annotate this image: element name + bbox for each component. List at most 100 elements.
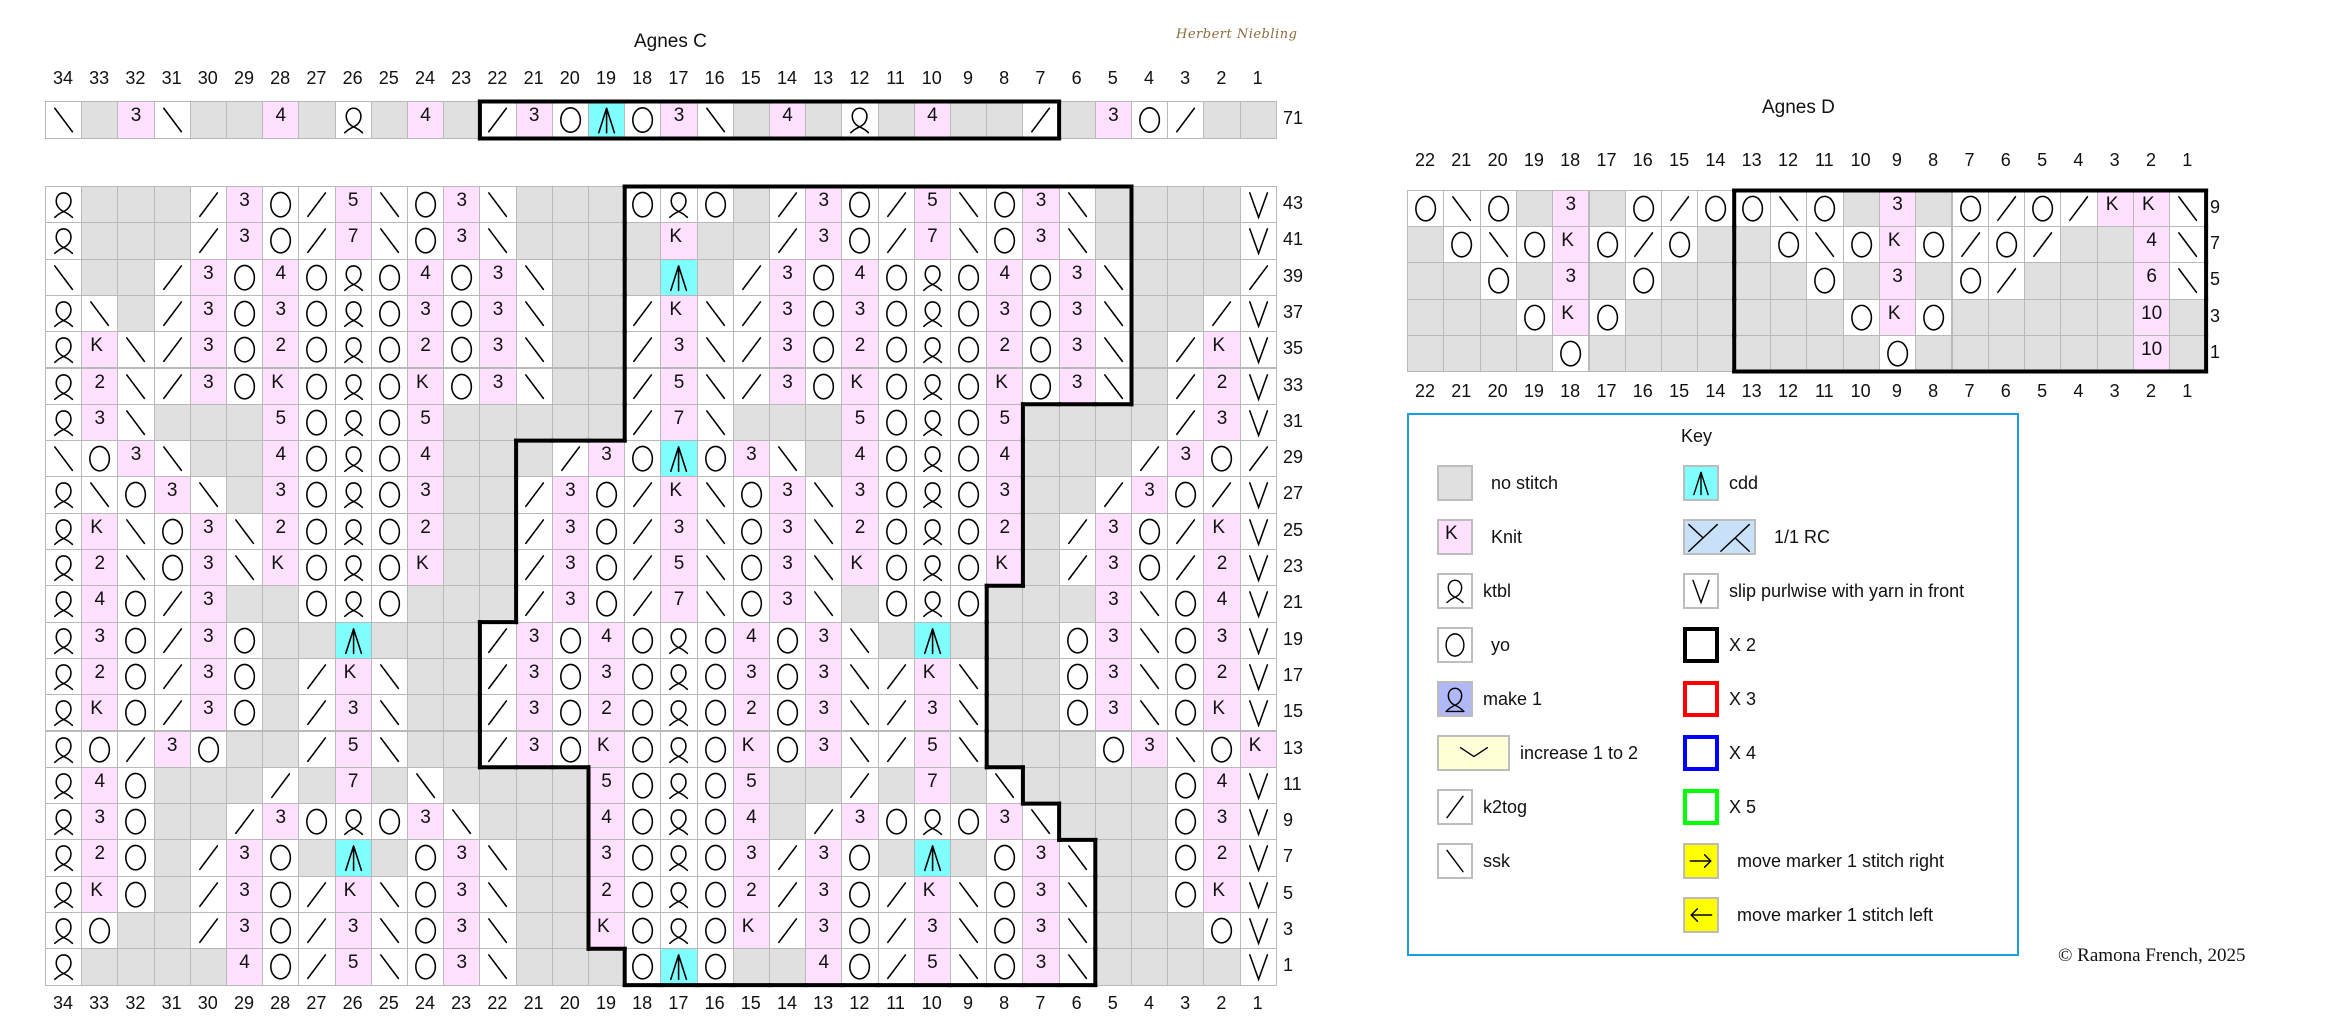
knit-cell: K: [1239, 730, 1277, 768]
knit-count-cell: 3: [226, 912, 264, 950]
yo-cell: [153, 512, 191, 550]
knit-count-cell: 4: [81, 766, 119, 805]
k2tog-cell: [515, 549, 553, 587]
column-number: 2: [2145, 381, 2156, 401]
knit-count-cell: 2: [81, 839, 119, 877]
row-number: 31: [1283, 410, 1304, 431]
no-stitch-cell: [1094, 948, 1132, 986]
yo-cell: [1058, 694, 1096, 732]
k2tog-cell: [515, 512, 553, 550]
no-stitch-cell: [551, 912, 589, 950]
ktbl-cell: [660, 803, 698, 841]
no-stitch-cell: [986, 694, 1024, 732]
yo-cell: [407, 222, 445, 260]
k2tog-cell: [1167, 549, 1205, 587]
yo-cell: [950, 258, 988, 296]
column-number: 4: [2073, 381, 2084, 401]
knit-cell: K: [1203, 331, 1241, 369]
ssk-cell: [1058, 222, 1096, 260]
knit-count-cell: 2: [841, 331, 879, 369]
no-stitch-cell: [479, 803, 517, 841]
yo-cell: [370, 331, 408, 369]
no-stitch-cell: [407, 585, 445, 623]
knit-count-cell: 3: [1131, 730, 1169, 768]
knit-count-cell: 3: [479, 367, 517, 405]
knit-cell: K: [660, 476, 698, 514]
ssk-cell: [515, 258, 553, 296]
no-stitch-cell: [805, 101, 843, 139]
k2tog-cell: [805, 803, 843, 841]
column-number: 5: [2037, 381, 2048, 401]
column-number: 7: [1035, 993, 1046, 1013]
no-stitch-cell: [1733, 226, 1771, 264]
k2tog-cell: [117, 730, 155, 768]
no-stitch-cell: [1588, 262, 1626, 300]
yo-cell: [407, 839, 445, 877]
yo-cell: [986, 839, 1024, 877]
slip-cell: [1239, 694, 1277, 732]
no-stitch-cell: [769, 803, 807, 841]
knit-count-cell: 3: [1058, 294, 1096, 333]
yo-cell: [877, 476, 915, 514]
knit-count-cell: 3: [479, 331, 517, 369]
knit-cell: K: [1203, 512, 1241, 550]
ktbl-cell: [913, 258, 951, 296]
no-stitch-cell: [515, 948, 553, 986]
yo-cell: [1167, 766, 1205, 805]
ssk-cell: [370, 912, 408, 950]
yo-cell: [189, 730, 227, 768]
k2tog-cell: [153, 258, 191, 296]
row-number: 1: [1283, 955, 1294, 976]
no-stitch-cell: [1951, 334, 1989, 372]
yo-cell: [1697, 190, 1735, 228]
yo-cell: [1167, 585, 1205, 623]
no-stitch-cell: [1697, 262, 1735, 300]
ssk-cell: [1094, 367, 1132, 405]
no-stitch-cell: [226, 440, 264, 478]
knit-count-cell: 3: [732, 657, 770, 696]
ssk-cell: [696, 331, 734, 369]
column-number: 31: [161, 68, 182, 88]
no-stitch-cell: [950, 621, 988, 659]
column-number: 16: [1632, 381, 1653, 401]
no-stitch-cell: [1443, 262, 1481, 300]
no-stitch-cell: [1022, 440, 1060, 478]
yo-cell: [805, 258, 843, 296]
knit-count-cell: 3: [805, 912, 843, 950]
column-number: 13: [1741, 150, 1762, 170]
no-stitch-cell: [479, 403, 517, 442]
column-number: 16: [704, 993, 725, 1013]
knit-count-cell: 3: [81, 621, 119, 659]
no-stitch-cell: [1131, 186, 1169, 224]
knit-count-cell: 3: [913, 694, 951, 732]
knit-count-cell: 3: [805, 839, 843, 877]
knit-count-cell: 3: [226, 186, 264, 224]
k2tog-cell: [189, 839, 227, 877]
knit-count-cell: 3: [1058, 258, 1096, 296]
ktbl-cell: [913, 803, 951, 841]
knit-count-cell: 3: [805, 222, 843, 260]
yo-cell: [950, 585, 988, 623]
ssk-cell: [370, 730, 408, 768]
ktbl-cell: [45, 657, 83, 696]
knit-count-cell: 3: [588, 440, 626, 478]
ssk-cell: [2169, 190, 2207, 228]
yo-cell: [877, 331, 915, 369]
ktbl-cell: [660, 657, 698, 696]
ktbl-cell: [45, 694, 83, 732]
yo-cell: [262, 222, 300, 260]
no-stitch-cell: [515, 186, 553, 224]
ssk-cell: [117, 549, 155, 587]
yo-cell: [1167, 875, 1205, 913]
yo-cell: [624, 912, 662, 950]
knit-count-cell: 2: [407, 331, 445, 369]
ktbl-cell: [913, 440, 951, 478]
ssk-cell: [805, 585, 843, 623]
yo-cell: [1515, 298, 1554, 336]
column-number: 32: [125, 68, 146, 88]
yo-cell: [696, 912, 734, 950]
knit-count-cell: 3: [1203, 403, 1241, 442]
knit-count-cell: 3: [1022, 875, 1060, 913]
ssk-cell: [1058, 912, 1096, 950]
key-label: ktbl: [1483, 580, 1512, 601]
